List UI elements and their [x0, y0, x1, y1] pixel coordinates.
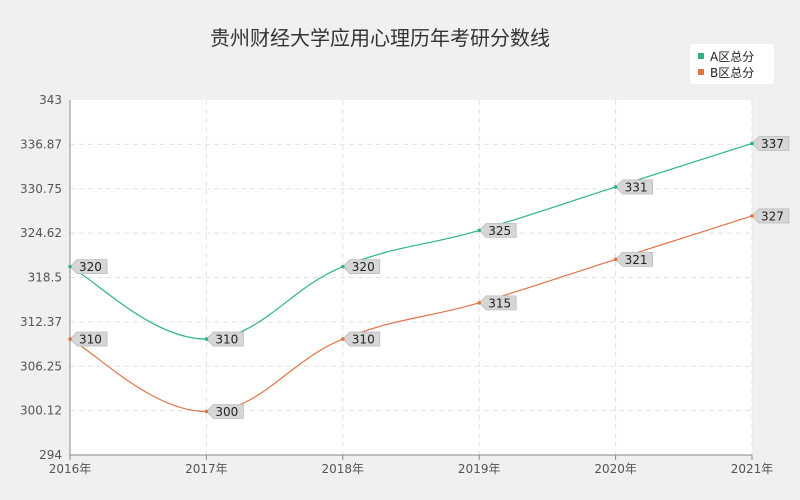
- data-label-text: 337: [761, 137, 784, 151]
- data-label: 310: [68, 331, 108, 347]
- data-point: [68, 264, 72, 269]
- data-point: [750, 214, 754, 218]
- data-label-text: 320: [79, 260, 102, 274]
- data-label-bg: [615, 179, 653, 195]
- data-label-bg: [69, 259, 108, 275]
- data-point: [204, 337, 209, 341]
- data-label-bg: [205, 331, 244, 347]
- data-label-text: 310: [79, 333, 102, 347]
- data-label: 310: [341, 331, 381, 347]
- data-label-bg: [478, 295, 517, 311]
- data-point: [341, 337, 345, 341]
- data-label: 315: [477, 295, 517, 311]
- data-label: 300: [204, 404, 244, 419]
- y-tick-label: 300.12: [20, 404, 62, 418]
- x-tick-label: 2017年: [185, 462, 228, 476]
- data-label: 331: [613, 179, 653, 195]
- x-tick-label: 2018年: [322, 462, 365, 476]
- data-label-text: 325: [488, 224, 511, 238]
- y-tick-label: 312.37: [20, 315, 62, 329]
- y-tick-label: 318.5: [28, 271, 62, 285]
- legend-item-a[interactable]: A区总分: [698, 48, 774, 64]
- data-label-text: 315: [488, 296, 511, 310]
- data-label: 320: [341, 259, 381, 275]
- data-label-bg: [751, 208, 790, 224]
- y-tick-label: 294: [39, 448, 62, 462]
- data-label-bg: [342, 259, 381, 275]
- data-label: 337: [750, 136, 790, 151]
- data-label: 325: [477, 223, 517, 238]
- y-tick-label: 343: [39, 93, 62, 107]
- data-label: 310: [204, 331, 244, 347]
- x-tick-label: 2021年: [731, 462, 774, 476]
- data-point: [477, 228, 482, 233]
- data-point: [613, 185, 618, 189]
- y-tick-label: 306.25: [20, 359, 62, 373]
- y-tick-label: 324.62: [20, 226, 62, 240]
- legend-label-a: A区总分: [710, 49, 755, 64]
- data-label-text: 300: [215, 405, 238, 419]
- data-label-text: 321: [625, 253, 648, 267]
- data-point: [613, 257, 618, 262]
- x-tick-label: 2020年: [594, 462, 637, 476]
- data-label-text: 327: [761, 209, 784, 223]
- data-label-bg: [478, 223, 517, 238]
- x-tick-label: 2019年: [458, 462, 501, 476]
- chart-title: 贵州财经大学应用心理历年考研分数线: [210, 26, 550, 50]
- x-tick-label: 2016年: [49, 462, 92, 476]
- data-label: 327: [750, 208, 790, 224]
- legend-swatch-a: [698, 53, 704, 59]
- legend-swatch-b: [698, 69, 704, 75]
- legend-label-b: B区总分: [710, 65, 755, 80]
- data-label-text: 331: [625, 180, 648, 194]
- data-label-bg: [751, 136, 790, 151]
- data-point: [750, 141, 754, 146]
- y-tick-label: 336.87: [20, 137, 62, 151]
- data-label-text: 310: [352, 333, 375, 347]
- data-label: 320: [68, 259, 108, 275]
- data-point: [477, 301, 482, 305]
- data-label-bg: [342, 331, 381, 347]
- data-point: [341, 264, 345, 269]
- data-label-bg: [615, 251, 653, 267]
- data-point: [204, 409, 209, 414]
- data-label-text: 310: [215, 333, 238, 347]
- data-label-text: 320: [352, 260, 375, 274]
- data-point: [68, 337, 72, 341]
- legend-item-b[interactable]: B区总分: [698, 64, 774, 80]
- data-label-bg: [205, 404, 244, 419]
- data-label: 321: [613, 251, 653, 267]
- legend[interactable]: A区总分 B区总分: [690, 44, 774, 84]
- y-tick-label: 330.75: [20, 182, 62, 196]
- data-label-bg: [69, 331, 108, 347]
